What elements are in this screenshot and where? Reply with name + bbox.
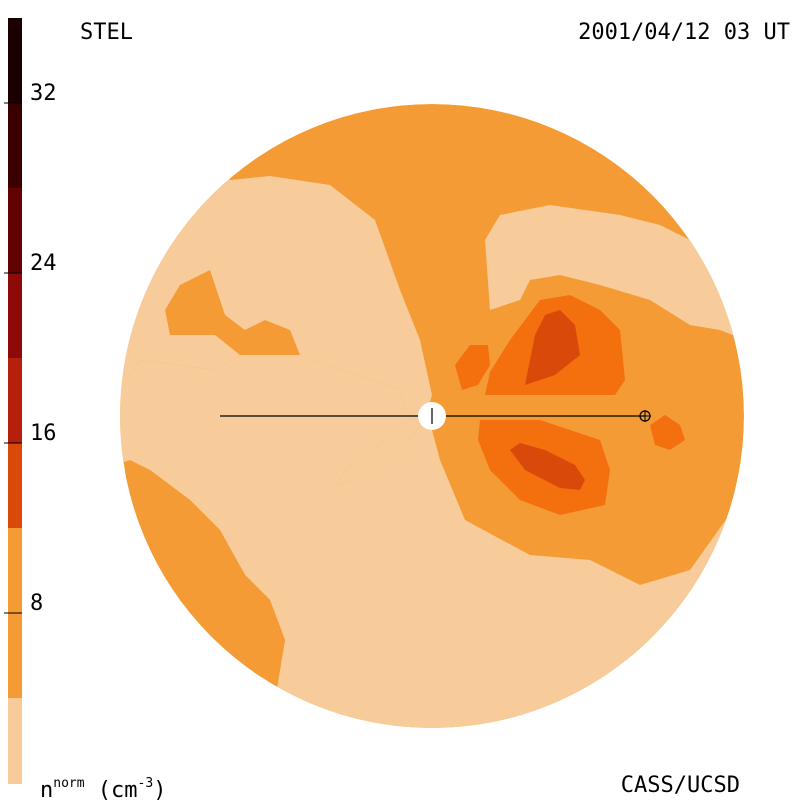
unit-exp: -3 xyxy=(137,776,154,791)
light-region-northeast xyxy=(485,205,744,340)
colorbar-band-6 xyxy=(8,358,22,443)
source-label: STEL xyxy=(80,20,133,45)
colorbar-label-8: 8 xyxy=(30,591,44,616)
colorbar-band-1 xyxy=(8,698,22,784)
density-disk xyxy=(120,104,744,728)
light-region-southwest xyxy=(120,355,744,728)
colorbar-band-9 xyxy=(8,103,22,188)
unit-base: n xyxy=(40,778,54,803)
mid-region-small xyxy=(455,345,490,390)
colorbar xyxy=(4,18,22,784)
unit-paren-close: ) xyxy=(153,778,167,803)
colorbar-band-10 xyxy=(8,18,22,103)
colorbar-band-8 xyxy=(8,188,22,273)
colorbar-label-16: 16 xyxy=(30,421,57,446)
credit-label: CASS/UCSD xyxy=(620,773,740,798)
colorbar-band-5 xyxy=(8,443,22,528)
dark-region-south xyxy=(510,443,585,490)
earth-marker xyxy=(639,410,651,422)
dark-region-north xyxy=(525,310,580,385)
colorbar-label-24: 24 xyxy=(30,251,57,276)
unit-paren-open: (cm xyxy=(84,778,138,803)
mid-region-east-spot xyxy=(650,415,685,450)
colorbar-band-7 xyxy=(8,273,22,358)
colorbar-label-32: 32 xyxy=(30,81,57,106)
sun-marker xyxy=(418,402,446,430)
unit-sup: norm xyxy=(53,776,85,791)
datetime-label: 2001/04/12 03 UT xyxy=(578,20,790,45)
legend-unit: nnorm (cm-3) xyxy=(40,771,166,804)
